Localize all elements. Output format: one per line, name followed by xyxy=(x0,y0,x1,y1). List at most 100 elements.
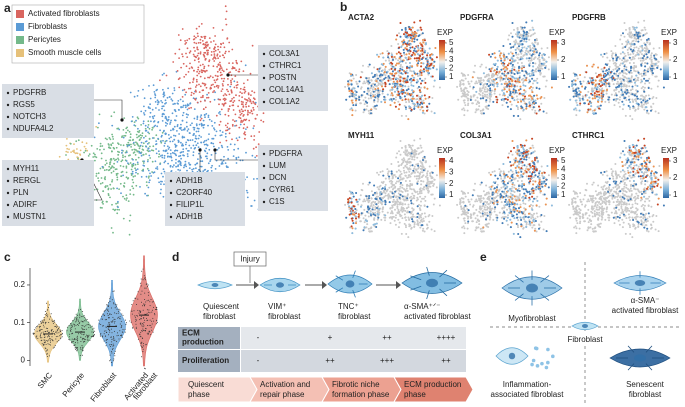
cell-dot xyxy=(207,76,209,79)
cell-dot xyxy=(132,164,135,167)
cell-dot xyxy=(246,176,249,179)
cell-dot xyxy=(519,118,522,121)
cell-dot xyxy=(126,126,128,129)
cell-dot xyxy=(131,165,134,168)
cell-dot xyxy=(197,48,199,51)
gene-name: CTHRC1 xyxy=(269,61,302,70)
cell-dot xyxy=(516,91,519,94)
expr-dot xyxy=(518,92,521,95)
expr-dot xyxy=(364,100,367,103)
cell-dot xyxy=(462,83,465,86)
cell-dot xyxy=(213,86,216,88)
cell-dot xyxy=(231,123,234,126)
cell-dot xyxy=(120,192,122,195)
cell-dot xyxy=(251,90,254,92)
cell-dot xyxy=(619,72,622,75)
cell-dot xyxy=(231,48,234,51)
cell-dot xyxy=(186,139,189,141)
cell-dot xyxy=(186,125,188,128)
cell-dot xyxy=(197,35,199,38)
expr-dot xyxy=(488,53,491,56)
cell-dot xyxy=(199,119,202,122)
cell-dot xyxy=(204,58,207,60)
expr-dot xyxy=(406,32,408,34)
cell-dot xyxy=(65,150,68,153)
cell-dot xyxy=(115,168,118,171)
cell-dot xyxy=(417,75,419,77)
cell-dot xyxy=(154,101,157,103)
expr-dot xyxy=(518,89,520,92)
cell-dot xyxy=(188,67,191,70)
expr-dot xyxy=(521,43,524,46)
cell-dot xyxy=(164,115,167,118)
expr-dot xyxy=(501,89,504,92)
cell-dot xyxy=(480,63,483,66)
cell-dot xyxy=(227,78,229,80)
cell-dot xyxy=(151,149,153,152)
cell-dot xyxy=(213,127,215,129)
cell-dot xyxy=(147,169,150,172)
cell-dot xyxy=(513,66,516,69)
cell-dot xyxy=(224,93,227,95)
cell-dot xyxy=(196,101,199,104)
expr-dot xyxy=(429,67,432,70)
cell-dot xyxy=(197,137,200,140)
expr-dot xyxy=(496,65,499,68)
cell-dot xyxy=(242,110,245,113)
cell-dot xyxy=(509,51,512,54)
expr-dot xyxy=(351,95,354,98)
cell-dot xyxy=(180,66,183,69)
cell-dot xyxy=(205,143,208,146)
cell-dot xyxy=(189,163,192,166)
expr-dot xyxy=(377,70,380,73)
cell-dot xyxy=(221,83,224,85)
cell-dot xyxy=(130,174,133,177)
cell-dot xyxy=(110,166,113,169)
expr-dot xyxy=(520,49,523,52)
cell-dot xyxy=(527,59,530,62)
cell-dot xyxy=(200,124,203,127)
cell-dot xyxy=(175,144,178,147)
cell-dot xyxy=(179,151,182,154)
cell-dot xyxy=(135,169,138,172)
cell-dot xyxy=(543,58,546,61)
cell-dot xyxy=(201,69,204,72)
cell-dot xyxy=(386,50,389,53)
expr-dot xyxy=(376,68,379,71)
cell-dot xyxy=(202,170,205,173)
expr-dot xyxy=(377,55,380,58)
cell-dot xyxy=(129,91,132,94)
expr-dot xyxy=(517,115,520,117)
expr-dot xyxy=(519,58,522,61)
expr-dot xyxy=(528,57,531,60)
expr-dot xyxy=(355,94,357,97)
cell-dot xyxy=(235,61,238,64)
expr-dot xyxy=(413,103,416,106)
colorbar-title: EXP xyxy=(437,28,453,37)
cell-dot xyxy=(601,87,604,90)
cell-dot xyxy=(87,155,90,157)
gene-box xyxy=(258,145,328,211)
expr-dot xyxy=(382,62,385,65)
cell-dot xyxy=(645,111,648,114)
cell-dot xyxy=(204,100,206,102)
cell-dot xyxy=(145,181,148,184)
cell-dot xyxy=(226,37,229,40)
cell-dot xyxy=(92,156,95,158)
cell-dot xyxy=(137,117,140,120)
cell-dot xyxy=(410,70,413,73)
expr-dot xyxy=(471,76,474,79)
expr-dot xyxy=(399,95,402,98)
cell-dot xyxy=(214,46,216,49)
cell-dot xyxy=(159,192,162,195)
cell-dot xyxy=(196,80,198,83)
cell-dot xyxy=(196,32,199,35)
cell-dot xyxy=(193,117,196,120)
cell-dot xyxy=(575,101,578,104)
cell-dot xyxy=(199,75,202,78)
cell-dot xyxy=(430,110,433,113)
cell-dot xyxy=(367,109,370,112)
cell-dot xyxy=(85,142,88,145)
cell-dot xyxy=(148,132,151,135)
cell-dot xyxy=(108,137,111,139)
